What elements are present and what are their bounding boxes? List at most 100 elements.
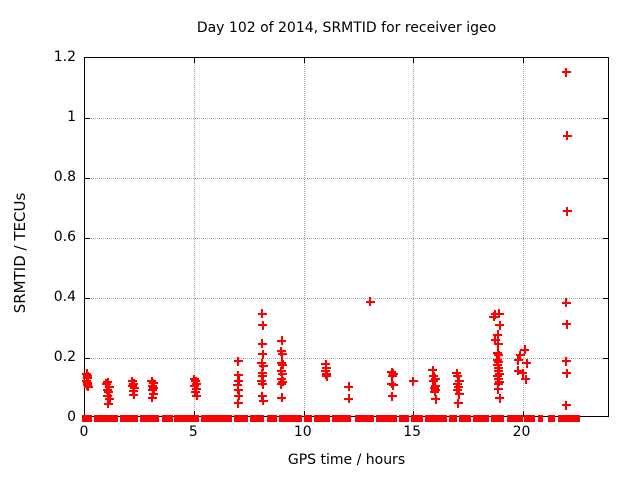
data-point-marker bbox=[518, 368, 527, 378]
data-point-marker bbox=[520, 345, 530, 355]
data-point-marker bbox=[561, 356, 571, 366]
data-point-marker bbox=[562, 368, 572, 378]
zero-band-segment bbox=[506, 414, 523, 422]
data-point-marker bbox=[83, 382, 93, 391]
x-axis-label: GPS time / hours bbox=[287, 452, 406, 468]
data-point-marker bbox=[258, 379, 268, 389]
data-point-marker bbox=[258, 320, 268, 330]
data-point-marker bbox=[104, 382, 114, 391]
data-point-marker bbox=[233, 370, 243, 380]
x-tick-mark bbox=[303, 411, 305, 416]
zero-band-segment bbox=[278, 414, 302, 422]
data-point-marker bbox=[430, 387, 440, 397]
zero-band-segment bbox=[93, 414, 118, 422]
data-point-marker bbox=[233, 385, 243, 394]
zero-band-segment bbox=[313, 414, 330, 422]
data-point-marker bbox=[428, 376, 438, 386]
data-point-marker bbox=[493, 330, 503, 340]
y-gridline bbox=[85, 358, 608, 359]
x-tick-label: 15 bbox=[403, 424, 422, 440]
data-point-marker bbox=[129, 390, 139, 400]
data-point-marker bbox=[277, 393, 287, 403]
data-point-marker bbox=[101, 379, 111, 388]
zero-band-segment bbox=[331, 414, 352, 422]
data-point-marker bbox=[102, 385, 112, 394]
x-tick-mark bbox=[194, 411, 196, 416]
data-point-marker bbox=[234, 391, 244, 400]
y-tick-mark bbox=[603, 238, 608, 239]
data-point-marker bbox=[257, 339, 267, 349]
zero-band-segment bbox=[119, 414, 138, 422]
zero-band-segment bbox=[303, 414, 312, 422]
y-gridline bbox=[85, 238, 608, 239]
x-tick-mark bbox=[413, 58, 415, 63]
data-point-marker bbox=[258, 371, 268, 381]
chart-title: Day 102 of 2014, SRMTID for receiver ige… bbox=[196, 20, 497, 36]
data-point-marker bbox=[495, 393, 505, 403]
y-gridline bbox=[85, 298, 608, 299]
data-point-marker bbox=[521, 374, 531, 384]
x-tick-mark bbox=[413, 411, 415, 416]
data-point-marker bbox=[192, 379, 202, 389]
data-point-marker bbox=[453, 398, 463, 408]
data-point-marker bbox=[147, 393, 157, 403]
zero-band-segment bbox=[267, 414, 277, 422]
zero-band-segment bbox=[458, 414, 471, 422]
data-point-marker bbox=[493, 379, 503, 389]
zero-band-segment bbox=[411, 414, 423, 422]
data-point-marker bbox=[429, 371, 439, 381]
y-tick-mark bbox=[85, 358, 90, 359]
data-point-marker bbox=[561, 298, 571, 307]
x-tick-mark bbox=[522, 411, 524, 416]
data-point-marker bbox=[490, 335, 500, 345]
x-tick-mark bbox=[303, 58, 305, 63]
zero-band-segment bbox=[174, 414, 200, 422]
data-point-marker bbox=[562, 131, 572, 141]
data-point-marker bbox=[431, 394, 441, 404]
data-point-marker bbox=[365, 297, 375, 307]
zero-band-segment bbox=[250, 414, 264, 422]
data-point-marker bbox=[189, 374, 199, 384]
data-point-marker bbox=[493, 366, 503, 376]
y-tick-label: 0.8 bbox=[53, 169, 76, 185]
data-point-marker bbox=[105, 394, 114, 403]
data-point-marker bbox=[493, 360, 503, 370]
x-tick-label: 10 bbox=[293, 424, 312, 440]
zero-band-segment bbox=[472, 414, 489, 422]
data-point-marker bbox=[278, 377, 288, 387]
zero-band-segment bbox=[354, 414, 375, 422]
zero-band-segment bbox=[490, 414, 504, 422]
y-tick-mark bbox=[85, 118, 90, 119]
data-point-marker bbox=[513, 366, 523, 376]
x-tick-label: 0 bbox=[79, 424, 89, 440]
data-point-marker bbox=[561, 67, 571, 77]
data-point-marker bbox=[276, 379, 286, 389]
data-point-marker bbox=[128, 381, 138, 391]
y-tick-label: 0.2 bbox=[53, 349, 76, 365]
x-tick-mark bbox=[522, 58, 524, 63]
data-point-marker bbox=[430, 374, 440, 384]
y-tick-mark bbox=[603, 118, 608, 119]
data-point-marker bbox=[453, 371, 463, 381]
data-point-marker bbox=[388, 380, 398, 390]
y-tick-label: 0.6 bbox=[53, 229, 76, 245]
data-point-marker bbox=[561, 400, 571, 410]
y-tick-mark bbox=[85, 238, 90, 239]
data-point-marker bbox=[492, 355, 502, 364]
plot-area bbox=[81, 57, 609, 422]
data-point-marker bbox=[233, 356, 243, 366]
data-point-marker bbox=[494, 350, 504, 360]
x-gridline bbox=[303, 58, 305, 416]
data-point-marker bbox=[454, 376, 464, 385]
data-point-marker bbox=[452, 368, 462, 378]
data-point-marker bbox=[233, 398, 243, 408]
data-point-marker bbox=[489, 312, 499, 322]
data-point-marker bbox=[387, 379, 397, 388]
zero-band-segment bbox=[81, 414, 92, 422]
data-point-marker bbox=[258, 396, 268, 406]
zero-band-segment bbox=[161, 414, 173, 422]
data-point-marker bbox=[490, 309, 500, 319]
y-tick-mark bbox=[603, 178, 608, 179]
data-point-marker bbox=[522, 358, 532, 368]
data-point-marker bbox=[453, 379, 463, 388]
